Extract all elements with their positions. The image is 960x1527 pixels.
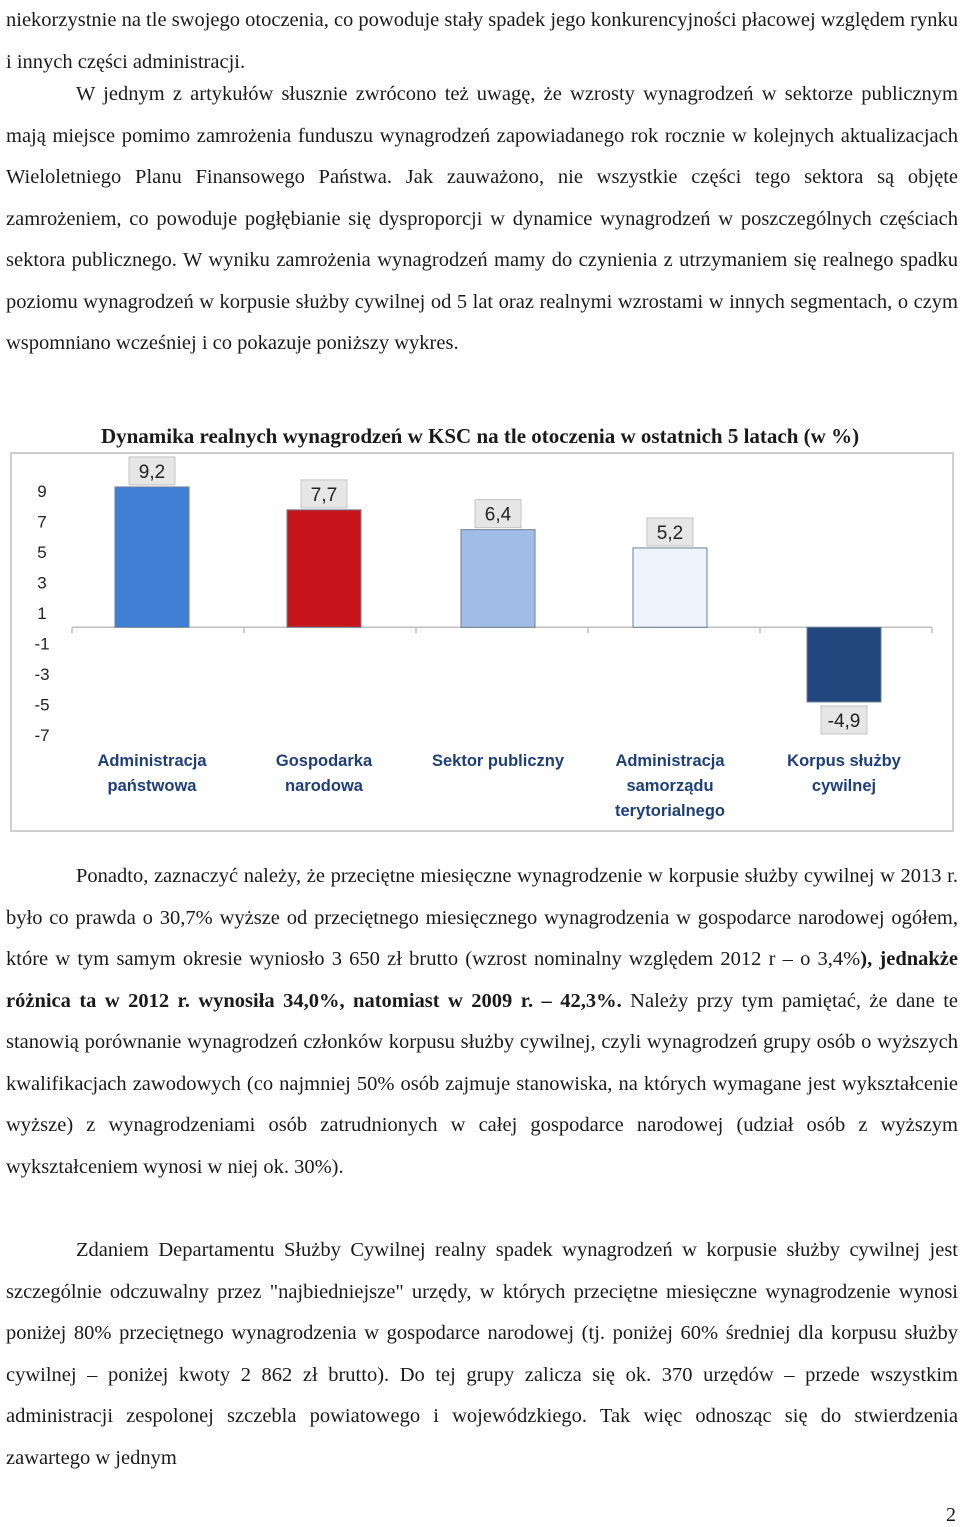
paragraph-1: niekorzystnie na tle swojego otoczenia, …	[6, 9, 958, 73]
category-label: narodowa	[285, 777, 364, 795]
bar	[806, 626, 882, 703]
data-label: 7,7	[311, 485, 337, 506]
bar-chart: 9 7 5 3 1 -1 -3 -5 -7 9,2 Administracja państwowa 7,…	[34, 456, 933, 820]
paragraph-4: Zdaniem Departamentu Służby Cywilnej rea…	[6, 1239, 958, 1469]
paragraph-3-end: Należy przy tym pamiętać, że dane te sta…	[6, 989, 958, 1178]
bar	[286, 509, 362, 628]
y-tick-label: 1	[37, 604, 46, 623]
category-label: Korpus służby	[787, 752, 902, 770]
paragraph-3: Ponadto, zaznaczyć należy, że przeciętne…	[6, 856, 958, 1188]
data-label: 5,2	[657, 523, 683, 544]
data-label-box	[128, 456, 176, 486]
category-label: terytorialnego	[615, 802, 725, 820]
paragraph-3-start: Ponadto, zaznaczyć należy, że przeciętne…	[6, 865, 958, 970]
data-label: 9,2	[139, 462, 165, 483]
data-label: 6,4	[485, 505, 512, 526]
category-label: państwowa	[108, 777, 198, 795]
data-label-box	[646, 517, 694, 547]
chart-frame: 9 7 5 3 1 -1 -3 -5 -7 9,2 Administracja państwowa 7,…	[10, 452, 954, 832]
bar	[460, 529, 536, 628]
category-label: Gospodarka	[276, 752, 373, 770]
y-tick-label: 9	[37, 482, 46, 501]
paragraph-2: W jednym z artykułów słusznie zwrócono t…	[6, 83, 958, 354]
y-tick-label: 5	[37, 543, 46, 562]
data-label: -4,9	[828, 711, 861, 732]
chart-title: Dynamika realnych wynagrodzeń w KSC na t…	[100, 424, 860, 448]
y-tick-label: 3	[37, 574, 46, 593]
category-label: Sektor publiczny	[432, 752, 565, 770]
category-label: cywilnej	[812, 777, 876, 795]
y-tick-label: -7	[34, 726, 49, 745]
y-tick-label: -3	[34, 665, 49, 684]
page-number: 2	[946, 1504, 956, 1526]
paragraph-3-bold: ), jednakże różnica ta w 2012 r. wynosił…	[6, 948, 958, 1012]
bar	[632, 547, 708, 628]
category-label: Administracja	[615, 752, 725, 770]
y-tick-label: -1	[34, 635, 49, 654]
bar	[114, 486, 190, 628]
y-tick-label: -5	[34, 696, 49, 715]
data-label-box	[300, 479, 348, 509]
category-label: samorządu	[626, 777, 713, 795]
category-label: Administracja	[97, 752, 207, 770]
data-label-box	[820, 705, 868, 735]
data-label-box	[474, 499, 522, 529]
y-tick-label: 7	[37, 513, 46, 532]
